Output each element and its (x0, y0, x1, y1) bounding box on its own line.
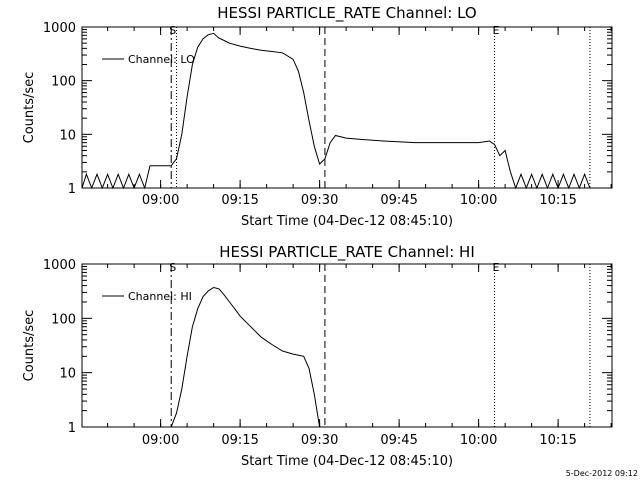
y-tick-label: 1000 (43, 21, 76, 36)
y-tick-label: 10 (59, 128, 76, 143)
event-marker-label: S (169, 24, 176, 37)
plot-frame (81, 26, 613, 189)
x-axis-label: Start Time (04-Dec-12 08:45:10) (241, 214, 453, 229)
x-tick-label: 09:00 (142, 433, 179, 448)
x-tick-label: 09:45 (380, 193, 417, 208)
x-tick-label: 09:15 (221, 433, 258, 448)
y-tick-label: 100 (51, 75, 76, 90)
series-line (170, 286, 321, 428)
x-tick-label: 09:30 (301, 193, 338, 208)
legend-label: Channel: HI (128, 290, 192, 303)
y-tick-label: 10 (59, 367, 76, 382)
y-axis-label: Counts/sec (22, 310, 37, 382)
plot-frame (81, 263, 613, 428)
x-tick-label: 09:45 (380, 433, 417, 448)
event-marker-label: E (493, 261, 500, 274)
footer-timestamp: 5-Dec-2012 09:12 (565, 469, 638, 478)
event-marker-label: E (493, 24, 500, 37)
chart-title: HESSI PARTICLE_RATE Channel: HI (219, 243, 475, 262)
x-tick-label: 09:00 (142, 193, 179, 208)
x-tick-label: 10:15 (539, 433, 576, 448)
y-tick-label: 1 (68, 182, 76, 197)
event-marker-label: S (169, 261, 176, 274)
series-line (81, 32, 591, 190)
chart-title: HESSI PARTICLE_RATE Channel: LO (217, 4, 476, 23)
y-tick-label: 1 (68, 421, 76, 436)
y-axis-label: Counts/sec (22, 72, 37, 144)
x-tick-label: 09:30 (301, 433, 338, 448)
y-tick-label: 100 (51, 312, 76, 327)
chart-panel-0: HESSI PARTICLE_RATE Channel: LO 09:00 09:1… (22, 4, 613, 229)
y-tick-label: 1000 (43, 258, 76, 273)
x-tick-label: 10:00 (460, 433, 497, 448)
chart-panel-1: HESSI PARTICLE_RATE Channel: HI 09:00 09:1… (22, 243, 613, 469)
x-tick-label: 10:15 (539, 193, 576, 208)
x-axis-label: Start Time (04-Dec-12 08:45:10) (241, 454, 453, 469)
x-tick-label: 09:15 (221, 193, 258, 208)
x-tick-label: 10:00 (460, 193, 497, 208)
legend-label: Channel: LO (128, 53, 195, 66)
